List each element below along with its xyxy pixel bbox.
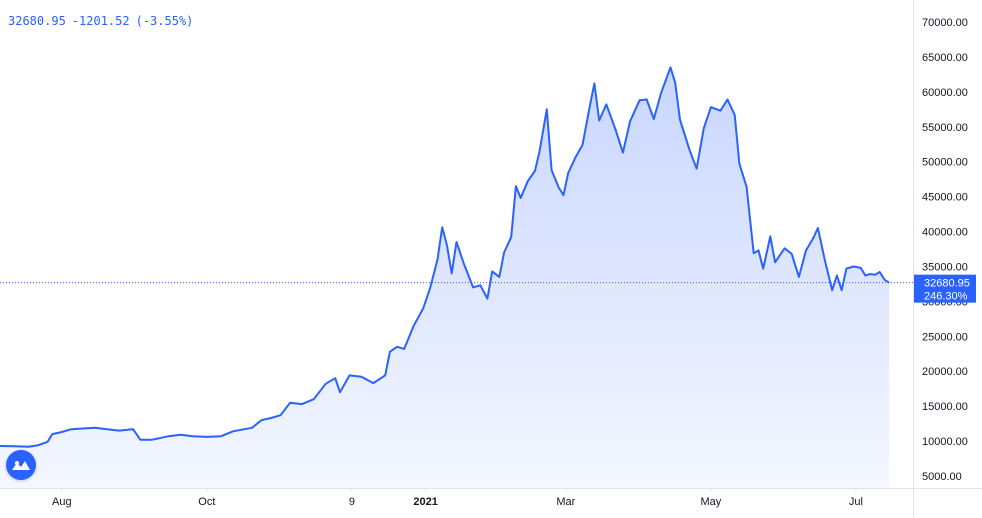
x-tick-label: Aug [52,496,72,508]
legend-change-abs: -1201.52 [71,14,130,28]
legend-change-pct: (-3.55%) [135,14,194,28]
area-path [0,67,890,489]
x-tick-label: Mar [556,496,575,508]
x-tick-label: Oct [198,496,215,508]
y-tick-label: 55000.00 [922,122,968,134]
x-axis-ticks: Aug Oct 9 2021 Mar May Jul [52,488,863,508]
y-tick-label: 65000.00 [922,52,968,64]
y-axis-ticks: 5000.00 10000.00 15000.00 20000.00 25000.00 3… [922,17,968,483]
y-tick-label: 70000.00 [922,17,968,29]
current-price-label-bg [914,274,976,303]
y-tick-label: 15000.00 [922,401,968,413]
y-tick-label: 20000.00 [922,366,968,378]
y-tick-label: 45000.00 [922,192,968,204]
y-tick-label: 40000.00 [922,227,968,239]
series-line [0,66,890,448]
y-tick-label: 25000.00 [922,331,968,343]
x-tick-label: 9 [349,496,355,508]
current-price-percent: 246.30% [924,291,968,303]
y-tick-label: 50000.00 [922,157,968,169]
legend: 32680.95 -1201.52 (-3.55%) [8,14,199,28]
price-line [0,66,890,448]
x-tick-label: May [701,496,722,508]
current-price-value: 32680.95 [924,278,970,290]
x-tick-label: Jul [849,496,863,508]
y-tick-label: 10000.00 [922,436,968,448]
tradingview-logo-icon[interactable] [6,450,36,480]
area-fill [0,67,890,489]
y-tick-label: 5000.00 [922,471,962,483]
legend-last-price: 32680.95 [8,14,66,28]
y-tick-label: 60000.00 [922,87,968,99]
x-tick-label: 2021 [413,496,437,508]
y-tick-label: 35000.00 [922,261,968,273]
